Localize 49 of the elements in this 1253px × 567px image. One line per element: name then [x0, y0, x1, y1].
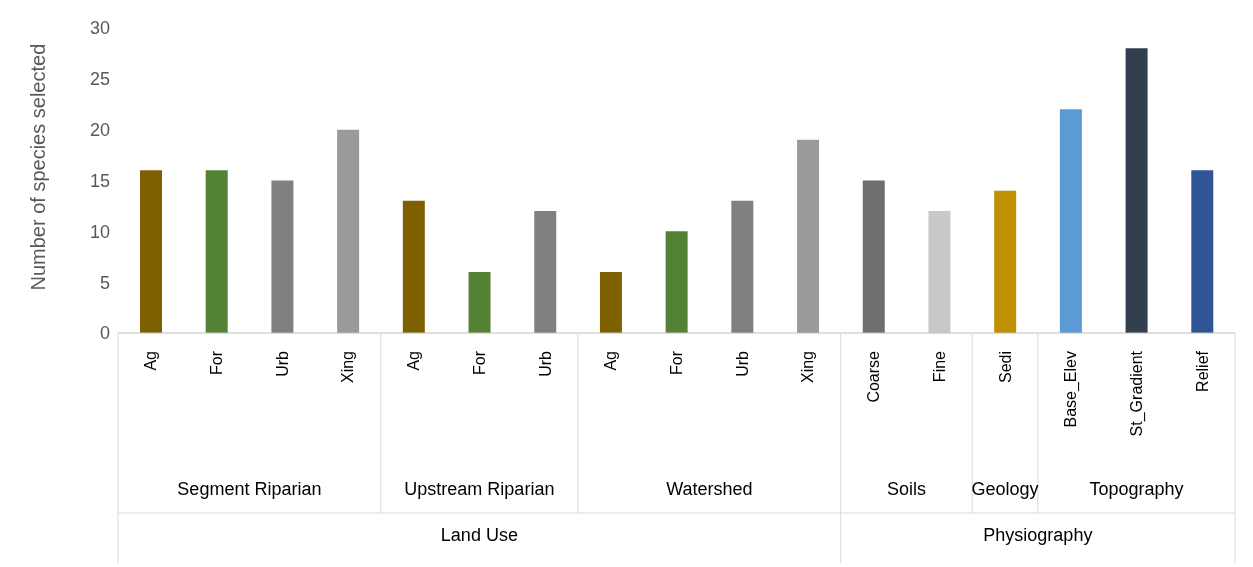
bar — [140, 170, 162, 333]
x-tick-label: For — [470, 350, 488, 375]
bar — [1125, 48, 1148, 333]
text: Segment Riparian — [177, 479, 322, 499]
bar — [862, 180, 885, 333]
y-tick-label: 5 — [99, 272, 110, 293]
x-tick-label: Xing — [799, 351, 817, 384]
y-tick-label: 0 — [99, 323, 110, 344]
y-tick-label: 10 — [89, 221, 110, 242]
bar — [665, 231, 688, 333]
x-tick-label: Ag — [142, 351, 160, 371]
bar — [468, 272, 491, 333]
bar — [205, 170, 228, 333]
y-tick-label: 30 — [89, 18, 110, 39]
x-tick-label: Xing — [339, 351, 357, 384]
x-tick-label: Urb — [536, 350, 554, 377]
x-tick-label: Sedi — [996, 351, 1014, 384]
bar — [797, 139, 820, 333]
bar — [731, 200, 754, 333]
x-tick-label: Coarse — [865, 350, 883, 403]
x-tick-label: Fine — [930, 350, 948, 383]
text: Watershed — [666, 479, 753, 499]
x-tick-label: Urb — [733, 350, 751, 377]
text: Land Use — [440, 525, 518, 545]
bar — [1191, 170, 1214, 333]
x-tick-label: Urb — [273, 350, 291, 377]
x-tick-label: For — [208, 350, 226, 375]
bar — [337, 129, 360, 333]
bar — [534, 211, 557, 333]
text: Physiography — [983, 525, 1093, 545]
bar — [402, 200, 425, 333]
text: Upstream Riparian — [404, 479, 555, 499]
x-tick-label: For — [668, 350, 685, 375]
text: Geology — [971, 479, 1039, 499]
y-tick-label: 15 — [89, 170, 110, 191]
y-axis-title: Number of species selected — [27, 43, 50, 291]
bar — [599, 272, 622, 333]
text: Topography — [1089, 479, 1184, 499]
y-tick-label: 20 — [89, 120, 110, 141]
x-tick-label: Base_Elev — [1062, 351, 1081, 428]
text: Soils — [886, 479, 926, 499]
y-tick-label: 25 — [89, 69, 110, 90]
bar — [994, 190, 1017, 333]
x-tick-label: Relief — [1193, 350, 1211, 392]
bar — [271, 180, 294, 333]
x-tick-label: St_Gradient — [1127, 350, 1146, 437]
x-tick-label: Ag — [602, 351, 620, 371]
x-tick-label: Ag — [405, 351, 423, 371]
bar — [1059, 109, 1082, 333]
